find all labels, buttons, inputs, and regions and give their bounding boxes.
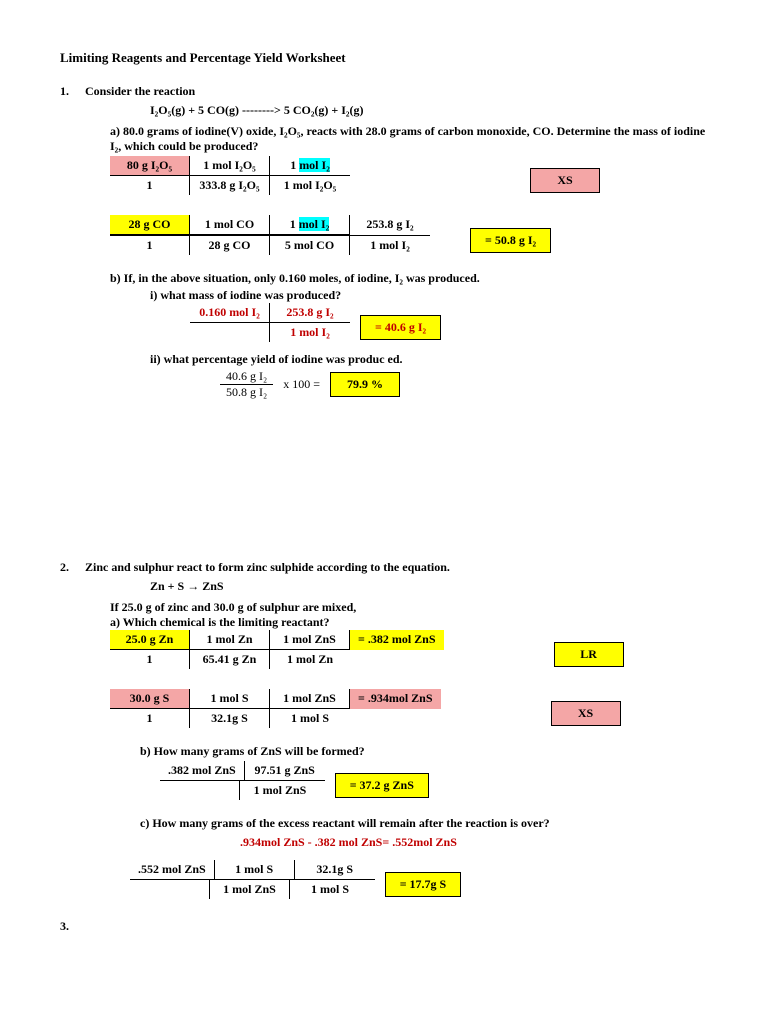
cell [130,880,210,899]
q2a-text: a) Which chemical is the limiting reacta… [110,615,708,630]
q1-number: 1. [60,84,82,99]
q2c-box: = 17.7g S [385,872,462,897]
q1bii-text: ii) what percentage yield of iodine was … [150,352,708,367]
cell: 1 mol S [290,880,370,899]
q1a-row1-top: 80 g I₂O₅ 1 mol I₂O₅ 1 mol I₂ [110,156,350,176]
q2a-lr-box: LR [554,642,624,667]
q2a-r2-top: 30.0 g S 1 mol S 1 mol ZnS = .934mol ZnS [110,689,441,709]
q2c-text: c) How many grams of the excess reactant… [140,816,708,831]
cell: 1 mol Zn [190,630,270,650]
q2c-calc: .934mol ZnS - .382 mol ZnS= .552mol ZnS [240,835,708,850]
cell: 1 mol ZnS [210,880,290,899]
q1a-xs-box: XS [530,168,600,193]
q2-equation: Zn + S → ZnS [150,579,708,594]
q1a-result-box: = 50.8 g I₂ [470,228,551,253]
cell: .382 mol ZnS [160,761,245,781]
cell: 80 g I₂O₅ [110,156,190,176]
cell: 97.51 g ZnS [245,761,325,781]
q1-equation: I₂O₅(g) + 5 CO(g) --------> 5 CO₂(g) + I… [150,103,708,118]
cell: 1 mol I₂O₅ [270,176,350,195]
cell: 1 mol S [215,860,295,880]
cell: 5 mol CO [270,235,350,255]
cell: = .382 mol ZnS [350,630,444,650]
q1a-row2-top: 28 g CO 1 mol CO 1 mol I₂ 253.8 g I₂ [110,215,430,235]
frac-top: 40.6 g I₂ [220,369,273,385]
q2a-r1-top: 25.0 g Zn 1 mol Zn 1 mol ZnS = .382 mol … [110,630,444,650]
q2-intro: Zinc and sulphur react to form zinc sulp… [85,560,450,575]
cell: 1 mol ZnS [270,630,350,650]
q1a-text: a) 80.0 grams of iodine(V) oxide, I₂O₅, … [110,124,708,154]
q2c-top: .552 mol ZnS 1 mol S 32.1g S [130,860,375,880]
q2b-text: b) How many grams of ZnS will be formed? [140,744,708,759]
cell: 1 [110,709,190,728]
cell: 1 mol I₂ [270,323,350,342]
cell: 1 mol I₂ [270,215,350,235]
cell: 253.8 g I₂ [270,303,350,323]
q1-consider: Consider the reaction [85,84,195,99]
q2a-xs-box: XS [551,701,621,726]
cell [190,323,270,342]
cell: 65.41 g Zn [190,650,270,669]
q1b-text: b) If, in the above situation, only 0.16… [110,271,708,286]
cell: 32.1g S [295,860,375,880]
cell: 1 mol ZnS [270,689,350,709]
times-100: x 100 = [283,377,320,392]
cell [160,781,240,800]
q2a-r2-bot: 1 32.1g S 1 mol S [110,709,441,728]
cell: 1 [110,235,190,255]
cell: 1 [110,650,190,669]
q2-number: 2. [60,560,82,575]
q2c-bot: 1 mol ZnS 1 mol S [130,880,375,899]
cell: = .934mol ZnS [350,689,441,709]
cell: 1 mol S [270,709,350,728]
cell: 1 mol I₂O₅ [190,156,270,176]
cell: 1 mol I₂ [270,156,350,176]
cell: 1 mol CO [190,215,270,235]
q1a-row2-bot: 1 28 g CO 5 mol CO 1 mol I₂ [110,235,430,255]
q1bii-box: 79.9 % [330,372,400,397]
cell: 1 [110,176,190,195]
q1a-row1-bot: 1 333.8 g I₂O₅ 1 mol I₂O₅ [110,176,350,195]
frac-bot: 50.8 g I₂ [220,385,273,400]
cell: 333.8 g I₂O₅ [190,176,270,195]
cell: 25.0 g Zn [110,630,190,650]
q1bi-bot: 1 mol I₂ [190,323,350,342]
q2b-box: = 37.2 g ZnS [335,773,429,798]
cell: 1 mol Zn [270,650,350,669]
worksheet-title: Limiting Reagents and Percentage Yield W… [60,50,708,66]
cell: 1 mol I₂ [350,235,430,255]
cell: 0.160 mol I₂ [190,303,270,323]
q3-number: 3. [60,919,82,934]
cell: .552 mol ZnS [130,860,215,880]
q1bi-text: i) what mass of iodine was produced? [150,288,708,303]
cell: 32.1g S [190,709,270,728]
q2-if: If 25.0 g of zinc and 30.0 g of sulphur … [110,600,708,615]
q1bi-box: = 40.6 g I₂ [360,315,441,340]
cell: 28 g CO [110,215,190,235]
q1bii-calc: 40.6 g I₂ 50.8 g I₂ x 100 = 79.9 % [220,369,708,400]
cell: 30.0 g S [110,689,190,709]
q2b-top: .382 mol ZnS 97.51 g ZnS [160,761,325,781]
cell: 1 mol ZnS [240,781,320,800]
q2b-bot: 1 mol ZnS [160,781,325,800]
q2a-r1-bot: 1 65.41 g Zn 1 mol Zn [110,650,444,669]
q1bi-top: 0.160 mol I₂ 253.8 g I₂ [190,303,350,323]
cell: 1 mol S [190,689,270,709]
cell: 253.8 g I₂ [350,215,430,235]
cell: 28 g CO [190,235,270,255]
